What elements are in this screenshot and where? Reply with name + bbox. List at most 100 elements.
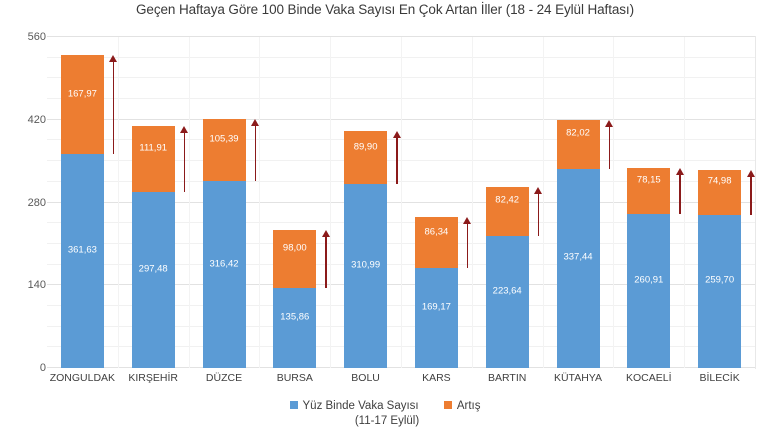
increase-arrow-icon (108, 54, 120, 155)
bar-label-base: 297,48 (138, 263, 168, 275)
chart-legend: Yüz Binde Vaka Sayısı Artış (11-17 Eylül… (0, 399, 770, 429)
bar-segment-increase[interactable] (556, 120, 600, 169)
x-axis-label-kirşehi̇r: KIRŞEHİR (128, 372, 178, 384)
arrow-head (534, 187, 543, 195)
x-axis-label-kars: KARS (422, 372, 451, 384)
bar-label-base: 337,44 (563, 251, 593, 263)
bar-segment-increase[interactable] (485, 187, 529, 236)
bar-label-base: 135,86 (280, 311, 310, 323)
increase-arrow-icon (533, 187, 545, 236)
bar-label-increase: 89,90 (353, 141, 378, 153)
arrow-shaft (254, 124, 257, 181)
bar-segment-increase[interactable] (202, 118, 246, 181)
legend-label-base: Yüz Binde Vaka Sayısı (302, 400, 419, 412)
bar-group[interactable]: 260,91 78,15 (627, 167, 671, 368)
gridline-vertical (613, 37, 614, 368)
bar-segment-increase[interactable] (131, 126, 175, 193)
bar-label-increase: 82,02 (566, 127, 590, 139)
x-axis-label-zonguldak: ZONGULDAK (49, 372, 116, 384)
arrow-head (463, 216, 472, 224)
arrow-shaft (537, 193, 540, 236)
bar-segment-base[interactable] (414, 268, 458, 368)
bar-group[interactable]: 259,70 74,98 (698, 170, 742, 368)
x-axis-label-kütahya: KÜTAHYA (553, 372, 603, 384)
arrow-head (605, 120, 614, 128)
bar-segment-increase[interactable] (414, 216, 458, 269)
gridline-major (47, 36, 755, 37)
bar-group[interactable]: 169,17 86,34 (414, 216, 458, 368)
bar-label-base: 310,99 (351, 259, 381, 271)
y-axis-tick-560: 560 (27, 31, 46, 43)
legend-item-increase[interactable]: Artış (443, 399, 481, 414)
increase-arrow-icon (745, 170, 757, 215)
bar-group[interactable]: 316,42 105,39 (202, 118, 246, 368)
bar-group[interactable]: 337,44 82,02 (556, 120, 600, 368)
gridline-vertical (472, 37, 473, 368)
increase-arrow-icon (391, 131, 403, 185)
bar-segment-increase[interactable] (627, 167, 671, 214)
bar-segment-base[interactable] (698, 214, 742, 368)
arrow-head (109, 54, 118, 62)
arrow-head (392, 131, 401, 139)
arrow-shaft (183, 132, 186, 193)
increase-arrow-icon (320, 229, 332, 288)
y-axis-tick-280: 280 (27, 196, 46, 209)
x-axis-label-düzce: DÜZCE (205, 372, 243, 384)
bar-segment-base[interactable] (60, 154, 104, 368)
bar-label-increase: 98,00 (282, 242, 307, 254)
bar-segment-base[interactable] (202, 180, 246, 368)
plot-right-border (755, 36, 756, 369)
legend-row: Yüz Binde Vaka Sayısı Artış (0, 399, 770, 414)
increase-arrow-icon (250, 118, 262, 181)
arrow-shaft (679, 173, 681, 214)
arrow-head (675, 167, 684, 175)
bar-label-increase: 105,39 (209, 133, 239, 145)
bar-segment-increase[interactable] (698, 170, 742, 215)
gridline-vertical (259, 37, 260, 368)
bar-group[interactable]: 135,86 98,00 (273, 229, 317, 368)
bar-label-increase: 167,97 (67, 88, 97, 100)
gridline-vertical (118, 37, 119, 368)
x-axis-label-bartin: BARTIN (488, 372, 527, 384)
legend-swatch-icon-base (289, 401, 298, 409)
gridline-vertical (330, 37, 331, 368)
bar-segment-increase[interactable] (273, 229, 317, 288)
bar-group[interactable]: 297,48 111,91 (131, 126, 175, 368)
bar-label-increase: 78,15 (636, 174, 661, 186)
plot-area: 361,63 167,97 297,48 111,91 316,42 105,39 135,… (47, 36, 757, 369)
bar-label-base: 316,42 (209, 258, 239, 269)
gridline-vertical (684, 37, 685, 368)
increase-arrow-icon (604, 120, 616, 169)
legend-label-increase: Artış (456, 400, 481, 412)
legend-sub-label: (11-17 Eylül) (354, 415, 420, 427)
bar-segment-increase[interactable] (60, 54, 104, 155)
y-axis-tick-140: 140 (27, 279, 46, 292)
x-axis-label-bursa: BURSA (276, 372, 313, 384)
bar-segment-base[interactable] (556, 168, 600, 368)
increase-arrow-icon (674, 167, 686, 214)
arrow-head (180, 126, 189, 134)
bar-label-base: 259,70 (705, 274, 735, 286)
bar-segment-base[interactable] (273, 287, 317, 368)
arrow-shaft (608, 126, 611, 169)
arrow-head (746, 170, 755, 178)
bar-segment-base[interactable] (627, 213, 671, 368)
bar-label-increase: 86,34 (424, 226, 449, 237)
arrow-shaft (325, 235, 327, 288)
bar-segment-base[interactable] (131, 192, 175, 368)
bar-label-base: 260,91 (634, 274, 664, 286)
x-axis-label-bi̇leci̇k: BİLECİK (699, 372, 740, 384)
bar-group[interactable]: 223,64 82,42 (485, 187, 529, 368)
bar-group[interactable]: 310,99 89,90 (344, 131, 388, 368)
bar-label-increase: 74,98 (707, 175, 732, 187)
legend-item-base[interactable]: Yüz Binde Vaka Sayısı (289, 399, 419, 414)
bar-segment-base[interactable] (485, 235, 529, 368)
arrow-head (251, 118, 260, 126)
bar-segment-base[interactable] (344, 184, 388, 368)
chart-title: Geçen Haftaya Göre 100 Binde Vaka Sayısı… (136, 2, 634, 17)
arrow-head (321, 229, 330, 237)
arrow-shaft (750, 176, 752, 215)
bar-segment-increase[interactable] (344, 131, 388, 185)
bar-group[interactable]: 361,63 167,97 (60, 54, 104, 368)
